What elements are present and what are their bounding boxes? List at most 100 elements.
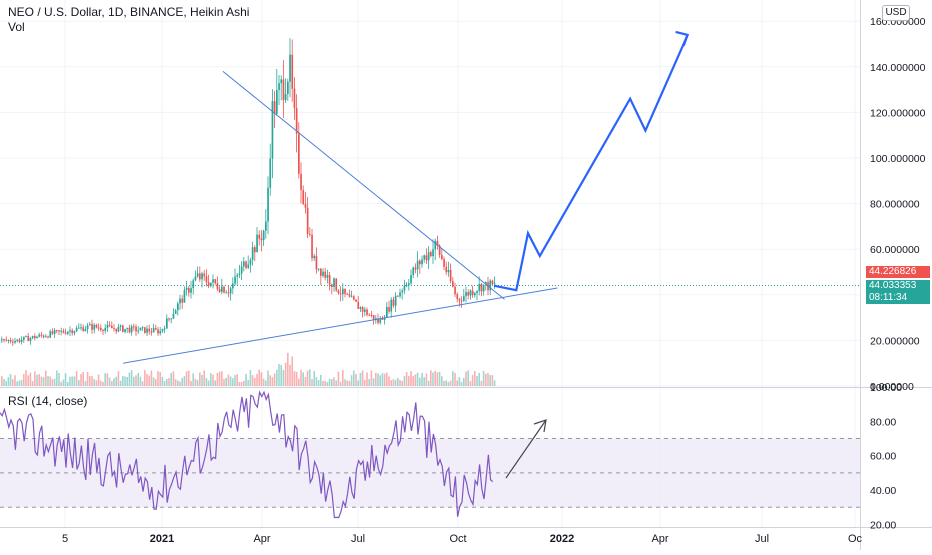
volume-bar bbox=[474, 370, 476, 386]
candle-body bbox=[40, 334, 43, 336]
volume-bar bbox=[408, 375, 410, 386]
candle-body bbox=[300, 173, 302, 191]
volume-bar bbox=[282, 369, 285, 386]
volume-label[interactable]: Vol bbox=[8, 20, 25, 34]
volume-bar bbox=[438, 371, 441, 386]
candle-body bbox=[355, 299, 357, 302]
volume-bar bbox=[100, 380, 102, 386]
candle-body bbox=[203, 273, 206, 277]
volume-bar bbox=[56, 370, 58, 386]
volume-bar bbox=[339, 381, 342, 386]
candle-body bbox=[75, 327, 78, 332]
candle-body bbox=[350, 296, 353, 298]
price-tick-label: 140.000000 bbox=[870, 62, 926, 74]
volume-bar bbox=[16, 381, 18, 386]
volume-bar bbox=[359, 372, 362, 386]
candle-body bbox=[317, 268, 320, 270]
volume-bar bbox=[254, 377, 256, 386]
candle-body bbox=[181, 298, 184, 303]
candle-body bbox=[471, 290, 474, 296]
candle-body bbox=[80, 327, 82, 329]
candle-body bbox=[183, 289, 186, 303]
candle-body bbox=[460, 300, 463, 302]
candle-body bbox=[322, 271, 324, 276]
volume-bars bbox=[1, 352, 496, 386]
volume-bar bbox=[144, 370, 146, 386]
candle-body bbox=[256, 234, 258, 253]
volume-bar bbox=[25, 370, 27, 386]
volume-bar bbox=[353, 370, 355, 386]
price-tick-label: 80.000000 bbox=[870, 199, 920, 211]
volume-bar bbox=[12, 379, 14, 386]
candle-body bbox=[42, 335, 45, 337]
volume-bar bbox=[267, 370, 269, 386]
volume-bar bbox=[64, 373, 67, 386]
candle-body bbox=[392, 299, 395, 306]
descending-trendline bbox=[222, 70, 505, 300]
volume-bar bbox=[291, 356, 293, 386]
volume-bar bbox=[150, 370, 153, 386]
candle-body bbox=[383, 317, 386, 320]
volume-bar bbox=[423, 377, 425, 386]
candle-body bbox=[185, 287, 188, 290]
candle-body bbox=[298, 133, 300, 174]
volume-bar bbox=[152, 377, 155, 386]
rsi-arrowhead bbox=[533, 419, 547, 433]
candle-body bbox=[60, 330, 63, 332]
candle-body bbox=[276, 90, 278, 114]
volume-bar bbox=[67, 381, 69, 386]
volume-bar bbox=[322, 380, 324, 386]
volume-bar bbox=[386, 372, 388, 386]
volume-bar bbox=[333, 377, 335, 386]
symbol-title[interactable]: NEO / U.S. Dollar, 1D, BINANCE, Heikin A… bbox=[8, 5, 250, 19]
volume-bar bbox=[469, 381, 472, 386]
candle-body bbox=[115, 328, 118, 332]
volume-bar bbox=[368, 379, 370, 386]
candle-body bbox=[452, 281, 454, 287]
candle-body bbox=[53, 330, 56, 334]
candle-body bbox=[232, 283, 234, 289]
volume-bar bbox=[276, 369, 278, 386]
candle-body bbox=[467, 292, 470, 296]
candle-body bbox=[104, 327, 107, 331]
candle-body bbox=[49, 331, 52, 338]
candle-body bbox=[135, 326, 137, 332]
candle-body bbox=[262, 230, 265, 241]
volume-bar bbox=[188, 370, 190, 386]
currency-button[interactable]: USD bbox=[882, 5, 910, 21]
candle-body bbox=[155, 328, 157, 330]
candle-body bbox=[315, 255, 318, 270]
rsi-tick-label: 40.00 bbox=[870, 485, 896, 497]
candle-body bbox=[282, 79, 285, 101]
volume-bar bbox=[348, 380, 351, 386]
volume-bar bbox=[104, 373, 106, 386]
candle-body bbox=[177, 303, 179, 311]
volume-bar bbox=[234, 375, 236, 386]
candle-body bbox=[16, 339, 19, 341]
candle-body bbox=[214, 279, 217, 284]
volume-bar bbox=[5, 381, 7, 386]
candle-body bbox=[333, 278, 335, 287]
volume-bar bbox=[40, 376, 43, 386]
candle-body bbox=[69, 330, 71, 332]
volume-bar bbox=[441, 376, 443, 386]
candle-body bbox=[108, 324, 111, 326]
candle-body bbox=[207, 282, 210, 287]
volume-bar bbox=[212, 374, 214, 386]
volume-bar bbox=[434, 370, 436, 386]
volume-bar bbox=[390, 380, 392, 386]
candle-body bbox=[249, 259, 252, 265]
candle-body bbox=[438, 245, 441, 255]
time-axis-label: Apr bbox=[253, 533, 270, 545]
volume-bar bbox=[29, 372, 32, 386]
candle-body bbox=[423, 255, 426, 260]
candle-body bbox=[388, 306, 390, 312]
volume-bar bbox=[168, 378, 170, 386]
volume-bar bbox=[38, 374, 40, 386]
volume-bar bbox=[207, 380, 210, 386]
volume-bar bbox=[170, 373, 172, 386]
rsi-indicator-label[interactable]: RSI (14, close) bbox=[8, 394, 88, 408]
candle-body bbox=[441, 254, 443, 259]
